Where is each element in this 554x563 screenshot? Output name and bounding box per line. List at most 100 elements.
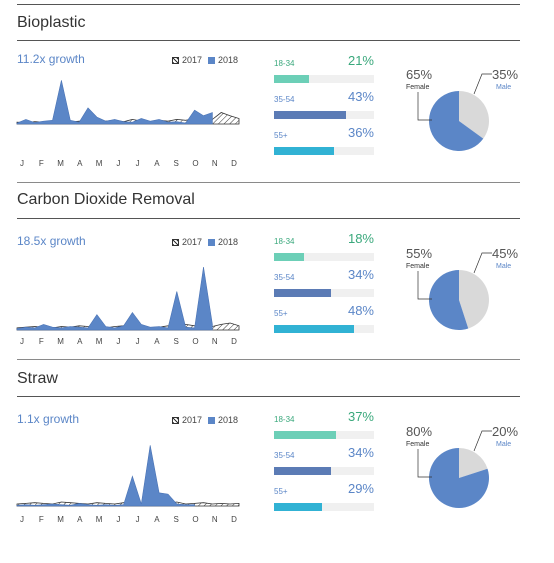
female-leader-line	[417, 449, 432, 478]
age-bar-track	[274, 431, 374, 439]
series-2018-area	[16, 445, 195, 507]
gender-pie	[417, 73, 492, 151]
month-tick-label: J	[20, 159, 24, 168]
age-label: 35-54	[274, 95, 295, 104]
age-percent: 48%	[347, 303, 374, 318]
female-label: Female	[406, 84, 430, 91]
age-row: 35-54 34%	[274, 445, 374, 481]
male-percent: 35%	[492, 67, 519, 82]
top-divider	[17, 4, 520, 5]
male-label: Male	[496, 441, 512, 448]
age-row: 35-54 34%	[274, 267, 374, 303]
age-row: 18-34 18%	[274, 231, 374, 267]
legend-label-2018: 2018	[218, 237, 239, 247]
legend-label-2017: 2017	[182, 55, 203, 65]
female-label: Female	[406, 263, 430, 270]
age-bar-track	[274, 253, 374, 261]
month-tick-label: M	[57, 337, 64, 346]
gender-pie	[417, 430, 492, 508]
male-label: Male	[496, 263, 512, 270]
male-percent: 45%	[492, 246, 519, 261]
legend-label-2017: 2017	[182, 415, 203, 425]
legend-swatch-2018	[208, 416, 216, 424]
month-tick-label: O	[192, 515, 199, 524]
month-tick-label: J	[135, 159, 140, 168]
section-divider	[17, 218, 520, 219]
age-bar-fill	[274, 289, 331, 297]
age-label: 18-34	[274, 415, 295, 424]
month-tick-label: J	[116, 159, 121, 168]
section-divider	[17, 182, 520, 183]
pie-slice-female	[428, 448, 489, 508]
age-bar-fill	[274, 75, 309, 83]
month-tick-label: F	[38, 515, 44, 524]
month-tick-label: J	[135, 337, 140, 346]
section-title: Carbon Dioxide Removal	[17, 191, 195, 208]
month-tick-label: S	[173, 337, 179, 346]
section-title: Bioplastic	[17, 14, 86, 31]
age-percent: 34%	[347, 267, 374, 282]
growth-label: 18.5x growth	[17, 234, 86, 248]
age-row: 55+ 29%	[274, 481, 374, 517]
month-tick-label: N	[211, 515, 218, 524]
pie-slice-female	[428, 270, 469, 330]
female-leader-line	[417, 271, 432, 300]
age-bar-fill	[274, 253, 304, 261]
age-label: 18-34	[274, 237, 295, 246]
age-bar-track	[274, 289, 374, 297]
age-bar-fill	[274, 431, 336, 439]
age-bar-track	[274, 467, 374, 475]
trend-chart	[16, 80, 240, 125]
age-percent: 34%	[347, 445, 374, 460]
age-row: 55+ 36%	[274, 125, 374, 161]
month-tick-label: S	[173, 515, 179, 524]
trend-chart	[16, 266, 240, 331]
age-percent: 36%	[347, 125, 374, 140]
male-leader-line	[473, 252, 492, 274]
age-row: 35-54 43%	[274, 89, 374, 125]
month-tick-label: N	[211, 159, 218, 168]
age-bar-fill	[274, 111, 346, 119]
month-tick-label: A	[77, 159, 83, 168]
age-bar-fill	[274, 503, 323, 511]
age-bar-fill	[274, 325, 354, 333]
legend-swatch-2017	[172, 238, 179, 246]
month-tick-label: M	[95, 515, 103, 524]
age-bar-fill	[274, 147, 334, 155]
age-row: 55+ 48%	[274, 303, 374, 339]
male-leader-line	[473, 73, 492, 95]
section-divider	[17, 40, 520, 41]
legend-swatch-2017	[172, 56, 179, 64]
age-bar-fill	[274, 467, 331, 475]
gender-pie-block: 65% Female 35% Male	[396, 64, 526, 174]
month-tick-label: A	[154, 159, 160, 168]
month-tick-label: S	[173, 159, 179, 168]
female-leader-line	[417, 92, 432, 121]
age-label: 35-54	[274, 451, 295, 460]
trend-chart	[16, 445, 240, 507]
age-label: 18-34	[274, 59, 295, 68]
female-percent: 55%	[406, 246, 433, 261]
chart-legend: 2017 2018	[172, 55, 238, 65]
legend-swatch-2017	[172, 416, 179, 424]
legend-label-2017: 2017	[182, 237, 203, 247]
section-title: Straw	[17, 370, 58, 387]
month-tick-label: J	[116, 515, 121, 524]
legend-swatch-2018	[208, 56, 216, 64]
age-bar-track	[274, 147, 374, 155]
age-label: 55+	[274, 487, 288, 496]
pie-slice-male	[459, 91, 489, 139]
chart-legend: 2017 2018	[172, 415, 238, 425]
month-tick-label: J	[135, 515, 140, 524]
month-tick-label: D	[231, 515, 237, 524]
month-tick-label: A	[154, 515, 160, 524]
female-percent: 65%	[406, 67, 433, 82]
gender-pie-block: 80% Female 20% Male	[396, 421, 526, 531]
legend-label-2018: 2018	[218, 55, 239, 65]
age-bar-track	[274, 503, 374, 511]
male-label: Male	[496, 84, 512, 91]
female-percent: 80%	[406, 424, 433, 439]
